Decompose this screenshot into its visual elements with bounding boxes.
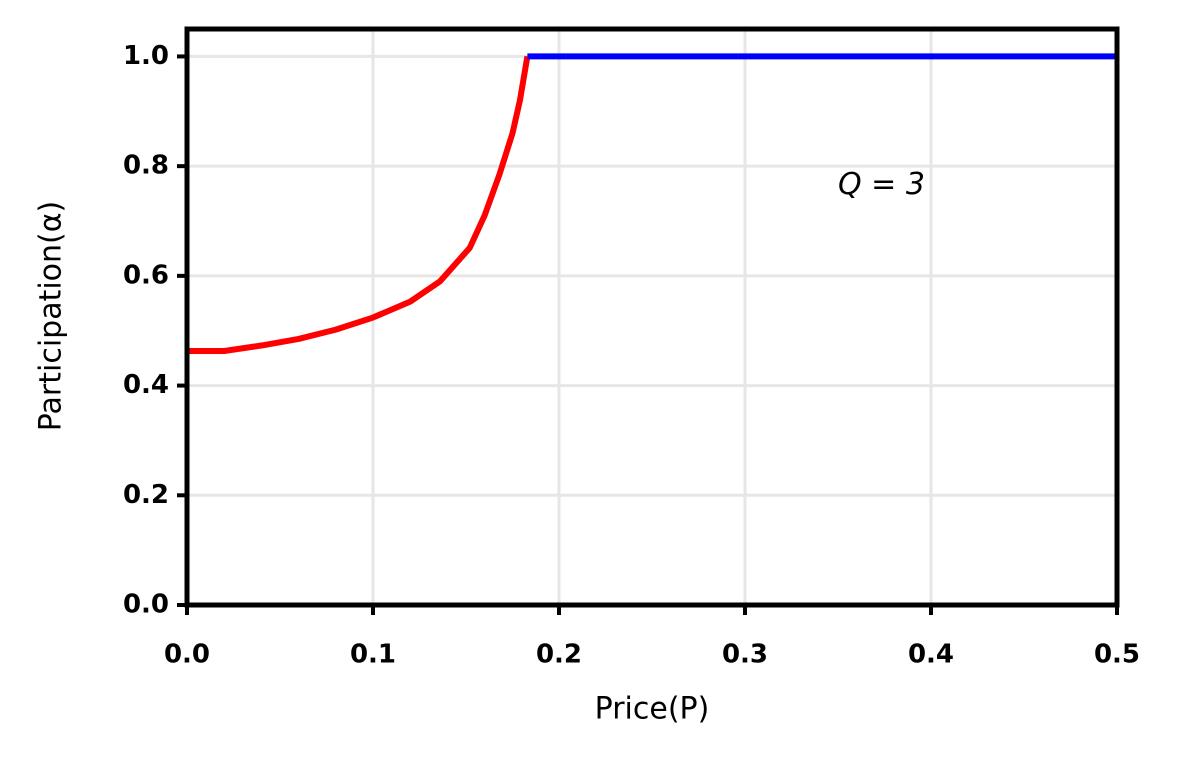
y-axis-label: Participation(α)	[34, 201, 69, 431]
y-tick-label: 0.0	[123, 590, 169, 620]
x-tick-label: 0.4	[908, 640, 954, 670]
annotation: Q = 3	[838, 167, 925, 202]
y-tick-label: 1.0	[123, 41, 169, 71]
y-tick-label: 0.2	[123, 480, 169, 510]
y-tick-label: 0.4	[123, 370, 169, 400]
y-tick-label: 0.8	[123, 151, 169, 181]
x-tick-label: 0.1	[350, 640, 396, 670]
y-tick-label: 0.6	[123, 260, 169, 290]
plot-frame	[184, 26, 1120, 608]
x-axis-label: Price(P)	[595, 692, 710, 727]
x-tick-label: 0.3	[722, 640, 768, 670]
x-tick-label: 0.2	[536, 640, 582, 670]
x-tick-label: 0.0	[164, 640, 210, 670]
line	[187, 55, 531, 355]
x-tick-label: 0.5	[1094, 640, 1140, 670]
